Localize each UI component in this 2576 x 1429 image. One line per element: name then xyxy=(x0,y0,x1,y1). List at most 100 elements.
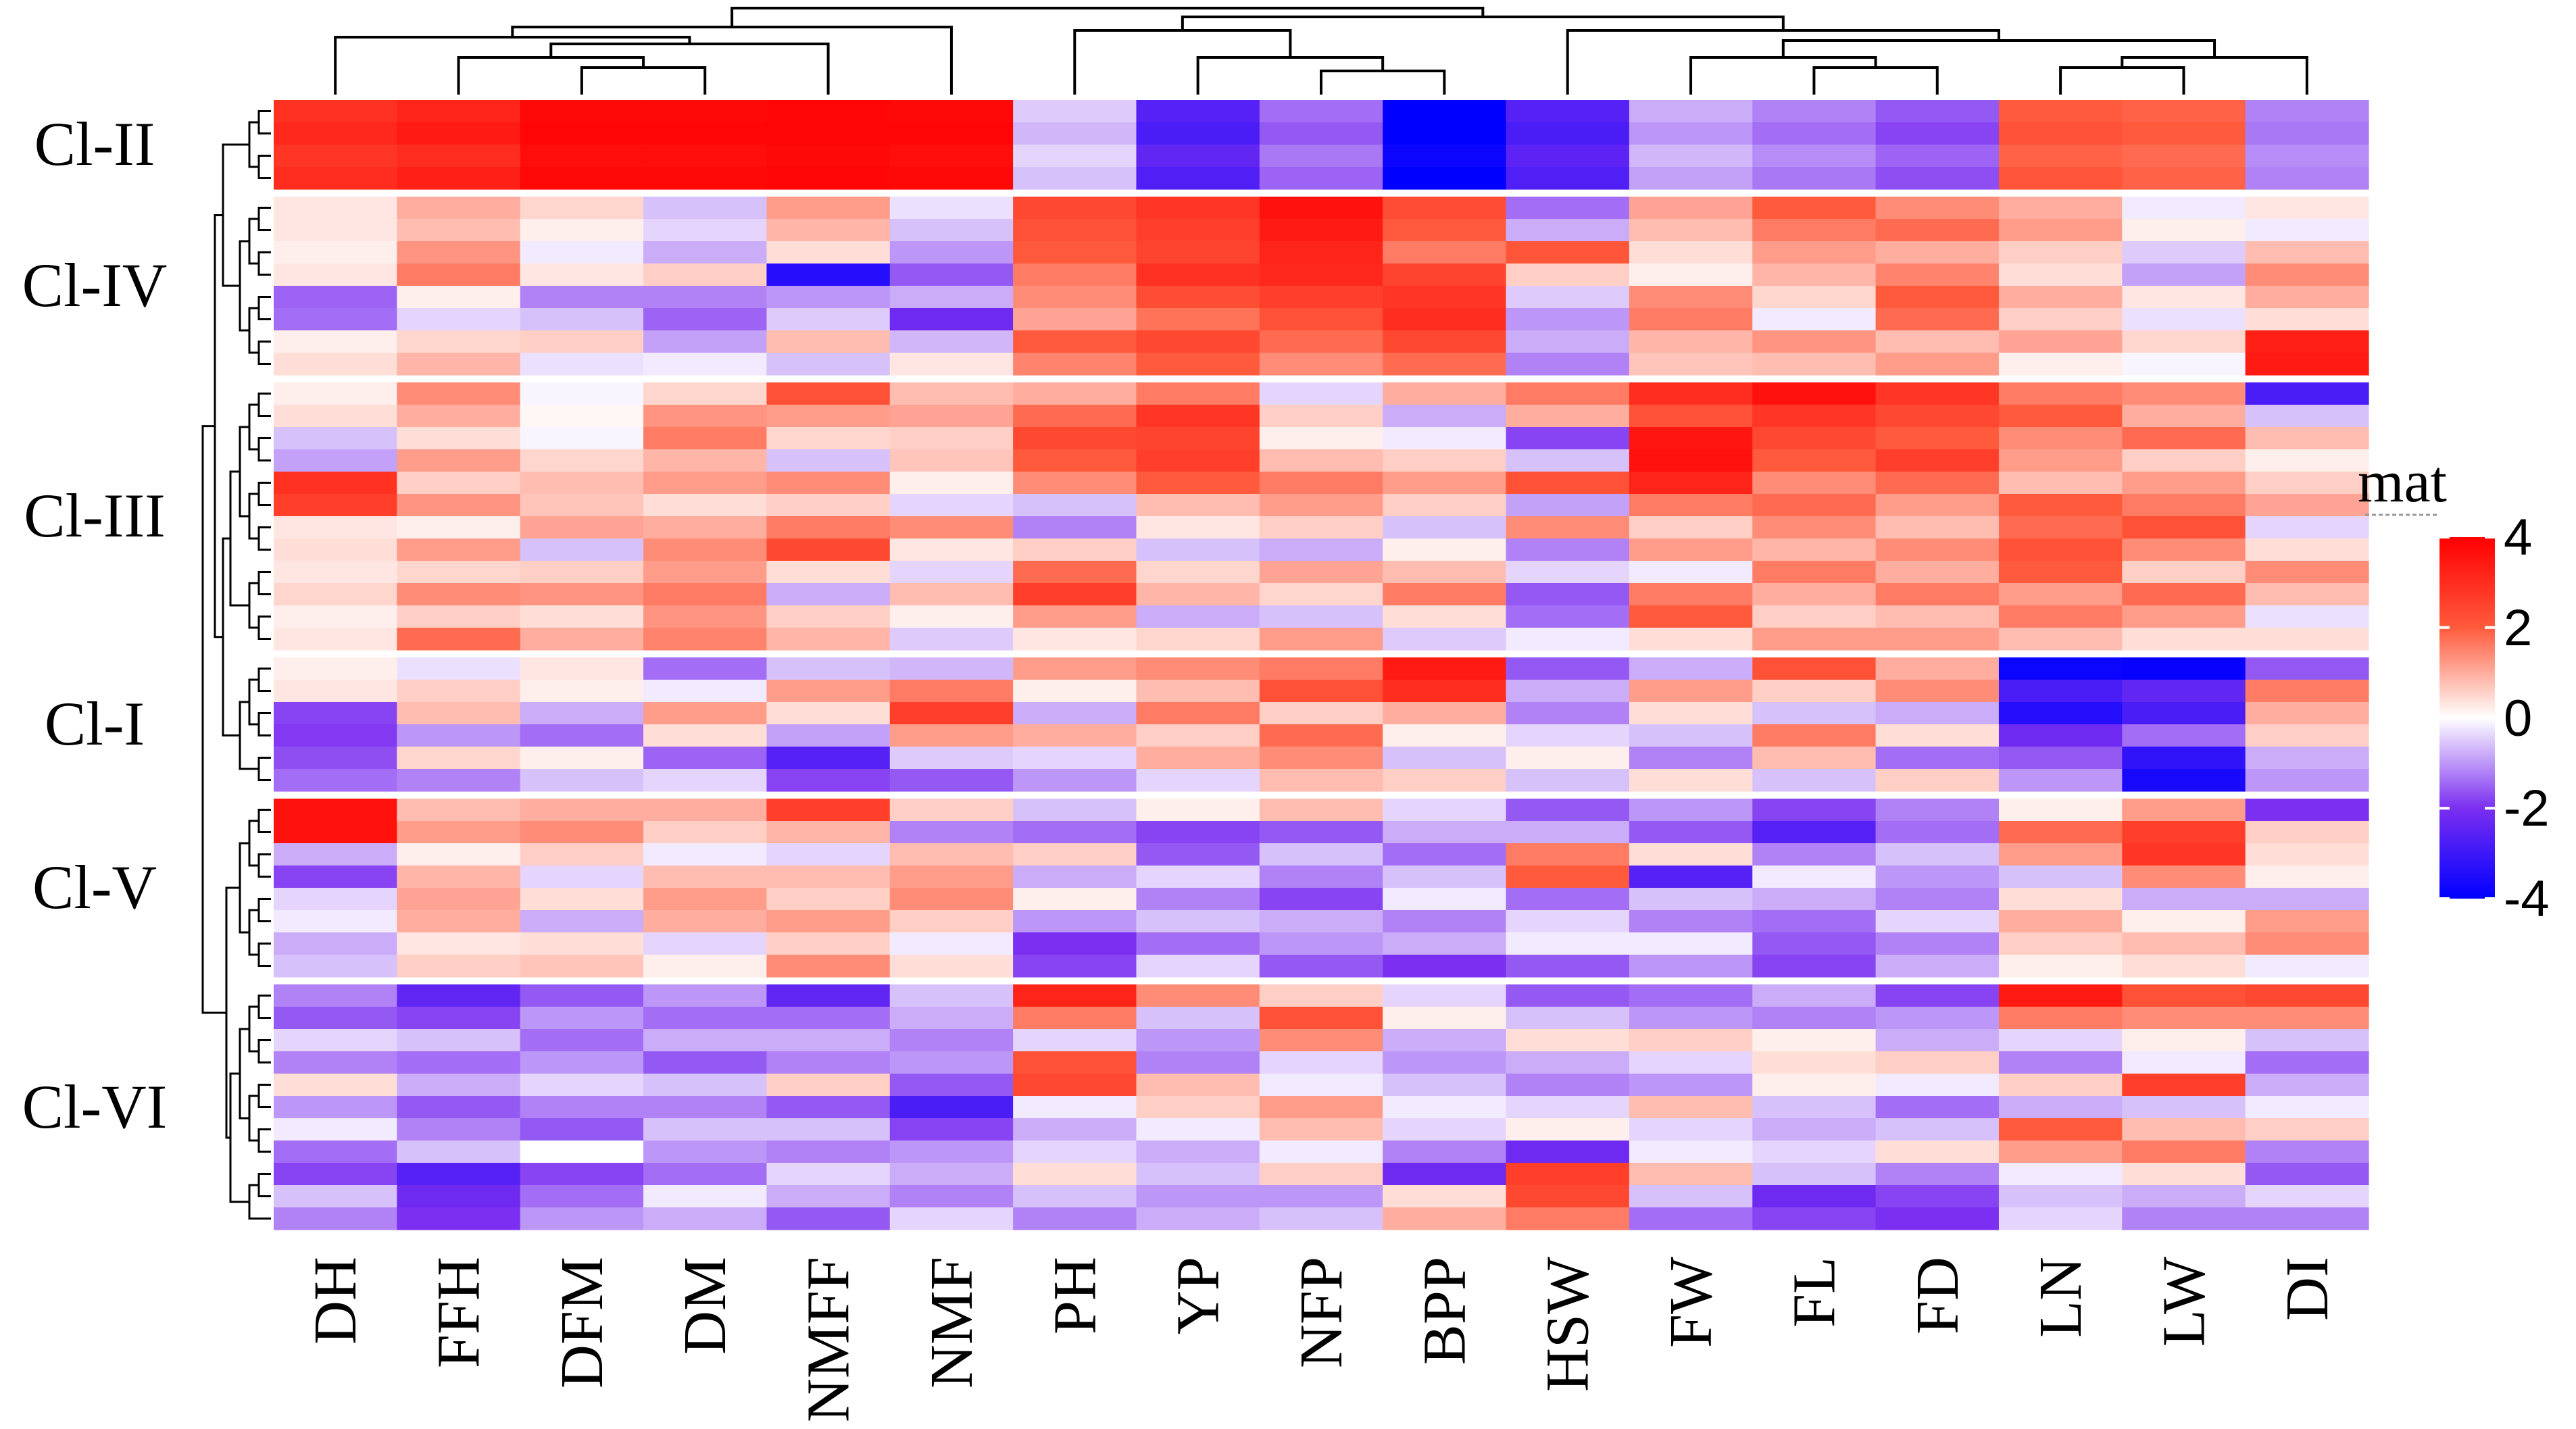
heatmap-cell xyxy=(766,1096,891,1119)
heatmap-cell xyxy=(397,583,521,606)
heatmap-cell xyxy=(889,405,1014,428)
heatmap-cell xyxy=(1752,657,1877,680)
column-label: NFP xyxy=(1288,1257,1355,1368)
heatmap-cell xyxy=(889,167,1014,190)
heatmap-cell xyxy=(643,1118,768,1141)
heatmap-cell xyxy=(1875,866,2000,888)
heatmap-cell xyxy=(2122,145,2246,168)
heatmap-cell xyxy=(1875,241,2000,264)
heatmap-cell xyxy=(1629,1051,1753,1074)
heatmap-cell xyxy=(1629,405,1753,428)
heatmap-cell xyxy=(1136,219,1260,242)
heatmap-cell xyxy=(2245,888,2369,911)
heatmap-cell xyxy=(889,1029,1014,1052)
legend-ticks: 4 2 0 -2 -4 xyxy=(2439,509,2550,928)
heatmap-cell xyxy=(1013,494,1137,517)
heatmap-cell xyxy=(766,583,891,606)
heatmap-cell xyxy=(1998,910,2123,933)
heatmap-cell xyxy=(1383,605,1507,628)
heatmap-cell xyxy=(889,821,1014,844)
heatmap-cell xyxy=(1506,286,1630,309)
heatmap-cell xyxy=(889,1007,1014,1030)
heatmap-cell xyxy=(1013,308,1137,331)
heatmap-cell xyxy=(766,449,891,472)
heatmap-cell xyxy=(766,1140,891,1163)
heatmap-cell xyxy=(1506,241,1630,264)
heatmap-cell xyxy=(1998,680,2123,703)
heatmap-cell xyxy=(1013,1029,1137,1052)
heatmap-cell xyxy=(1259,472,1383,495)
heatmap-cell xyxy=(274,583,397,606)
heatmap-cell xyxy=(1506,561,1630,584)
heatmap-cell xyxy=(2245,769,2369,792)
heatmap-cell xyxy=(1506,702,1630,725)
heatmap-cell xyxy=(1875,1096,2000,1119)
heatmap-cell xyxy=(1875,1051,2000,1074)
heatmap-cell xyxy=(274,427,397,450)
dendrogram-link xyxy=(2059,66,2185,95)
heatmap-cell xyxy=(520,932,644,955)
heatmap-cell xyxy=(766,1207,891,1230)
heatmap-cell xyxy=(2245,382,2369,405)
heatmap-cell xyxy=(1136,724,1260,747)
heatmap-cell xyxy=(2245,1007,2369,1030)
heatmap-cell xyxy=(889,955,1014,978)
heatmap-cell xyxy=(1383,628,1507,651)
heatmap-cell xyxy=(397,1074,521,1097)
heatmap-cell xyxy=(1629,308,1753,331)
heatmap-cell xyxy=(643,843,768,866)
heatmap-cell xyxy=(397,219,521,242)
heatmap-cell xyxy=(1383,932,1507,955)
heatmap-cell xyxy=(1629,680,1753,703)
column-label: DM xyxy=(672,1257,739,1355)
heatmap-cell xyxy=(643,561,768,584)
heatmap-cell xyxy=(889,219,1014,242)
dendrogram-link xyxy=(2121,56,2308,95)
heatmap-cell xyxy=(1752,821,1877,844)
heatmap-cell xyxy=(397,724,521,747)
heatmap-cell xyxy=(1875,628,2000,651)
heatmap-cell xyxy=(1136,1096,1260,1119)
column-label: FFH xyxy=(426,1257,493,1368)
heatmap-cell xyxy=(1259,286,1383,309)
heatmap-cell xyxy=(397,843,521,866)
heatmap-cell xyxy=(1752,1185,1877,1208)
heatmap-cell xyxy=(1998,353,2123,376)
heatmap-cell xyxy=(1136,405,1260,428)
heatmap-cell xyxy=(1506,472,1630,495)
column-dendrogram xyxy=(334,7,2308,95)
heatmap-cell xyxy=(766,472,891,495)
heatmap-cell xyxy=(1875,680,2000,703)
heatmap-cell xyxy=(2245,330,2369,353)
heatmap-cell xyxy=(1506,1207,1630,1230)
dendrogram-link xyxy=(457,56,645,95)
heatmap-cell xyxy=(1998,405,2123,428)
heatmap-cell xyxy=(1629,427,1753,450)
heatmap-cell xyxy=(1136,449,1260,472)
heatmap-cell xyxy=(397,538,521,561)
heatmap-cell xyxy=(1383,747,1507,770)
heatmap-cell xyxy=(1629,449,1753,472)
heatmap-cell xyxy=(1998,538,2123,561)
cluster-labels: Cl-II Cl-IV Cl-III Cl-I Cl-V Cl-VI xyxy=(22,109,168,1141)
heatmap-cell xyxy=(1875,910,2000,933)
heatmap-cell xyxy=(1752,702,1877,725)
heatmap-cell xyxy=(1875,657,2000,680)
heatmap-cell xyxy=(1998,100,2123,123)
heatmap-cell xyxy=(1259,932,1383,955)
heatmap-cell xyxy=(1506,308,1630,331)
heatmap-cell xyxy=(1752,286,1877,309)
heatmap-cell xyxy=(520,308,644,331)
heatmap-cell xyxy=(1136,955,1260,978)
heatmap-cell xyxy=(1259,984,1383,1007)
heatmap-cell xyxy=(1383,657,1507,680)
heatmap-cell xyxy=(1875,353,2000,376)
heatmap-cell xyxy=(1506,1051,1630,1074)
heatmap-cell xyxy=(1629,1163,1753,1186)
heatmap-cell xyxy=(1383,1096,1507,1119)
heatmap-cell xyxy=(520,1207,644,1230)
heatmap-cell xyxy=(1506,724,1630,747)
heatmap-cell xyxy=(1629,910,1753,933)
heatmap-cell xyxy=(766,494,891,517)
heatmap-cell xyxy=(1259,628,1383,651)
